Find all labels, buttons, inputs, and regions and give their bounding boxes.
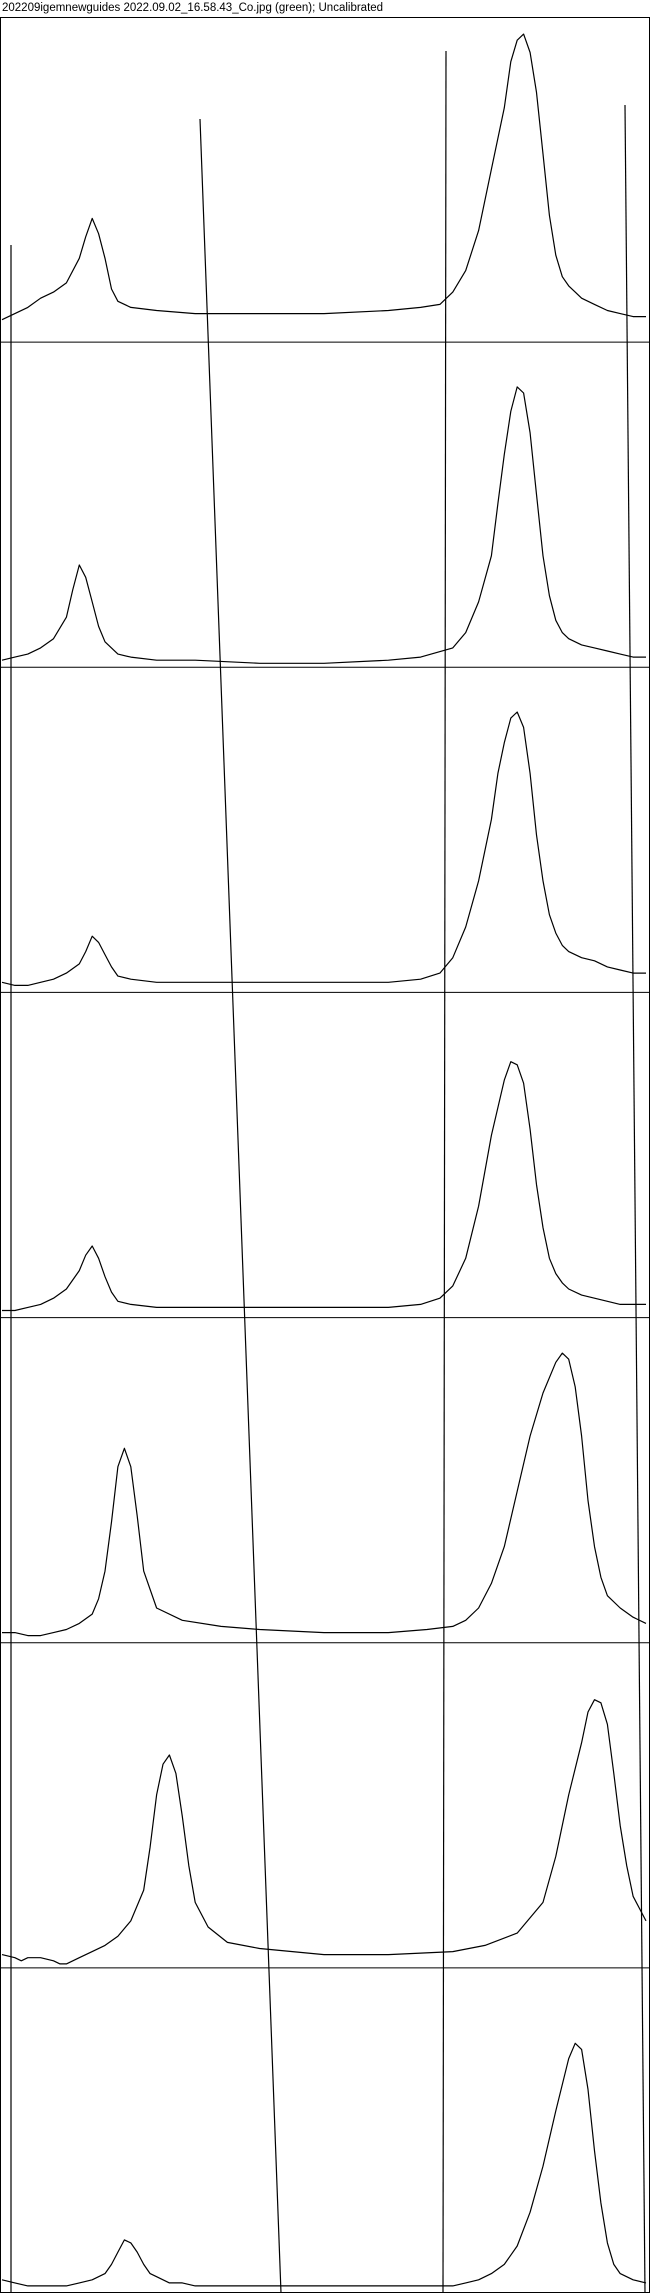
lane-separators — [0, 17, 650, 2293]
vertical-marker-line — [442, 50, 447, 2293]
plot-frame — [0, 17, 650, 2293]
lane-traces — [1, 33, 647, 2287]
lane-trace — [2, 1352, 647, 1637]
lane-trace — [1, 33, 646, 321]
plot-area — [0, 17, 650, 2293]
window-title: 202209igemnewguides 2022.09.02_16.58.43_… — [2, 2, 384, 14]
lane-profile-chart — [0, 17, 650, 2293]
vertical-marker-line — [624, 104, 646, 2293]
lane-trace — [2, 1061, 646, 1312]
lane-trace — [1, 2042, 647, 2287]
vertical-marker-line — [199, 118, 282, 2293]
lane-trace — [1, 1699, 647, 1965]
lane-markers — [10, 50, 646, 2293]
lane-trace — [1, 386, 646, 664]
lane-trace — [1, 711, 646, 986]
